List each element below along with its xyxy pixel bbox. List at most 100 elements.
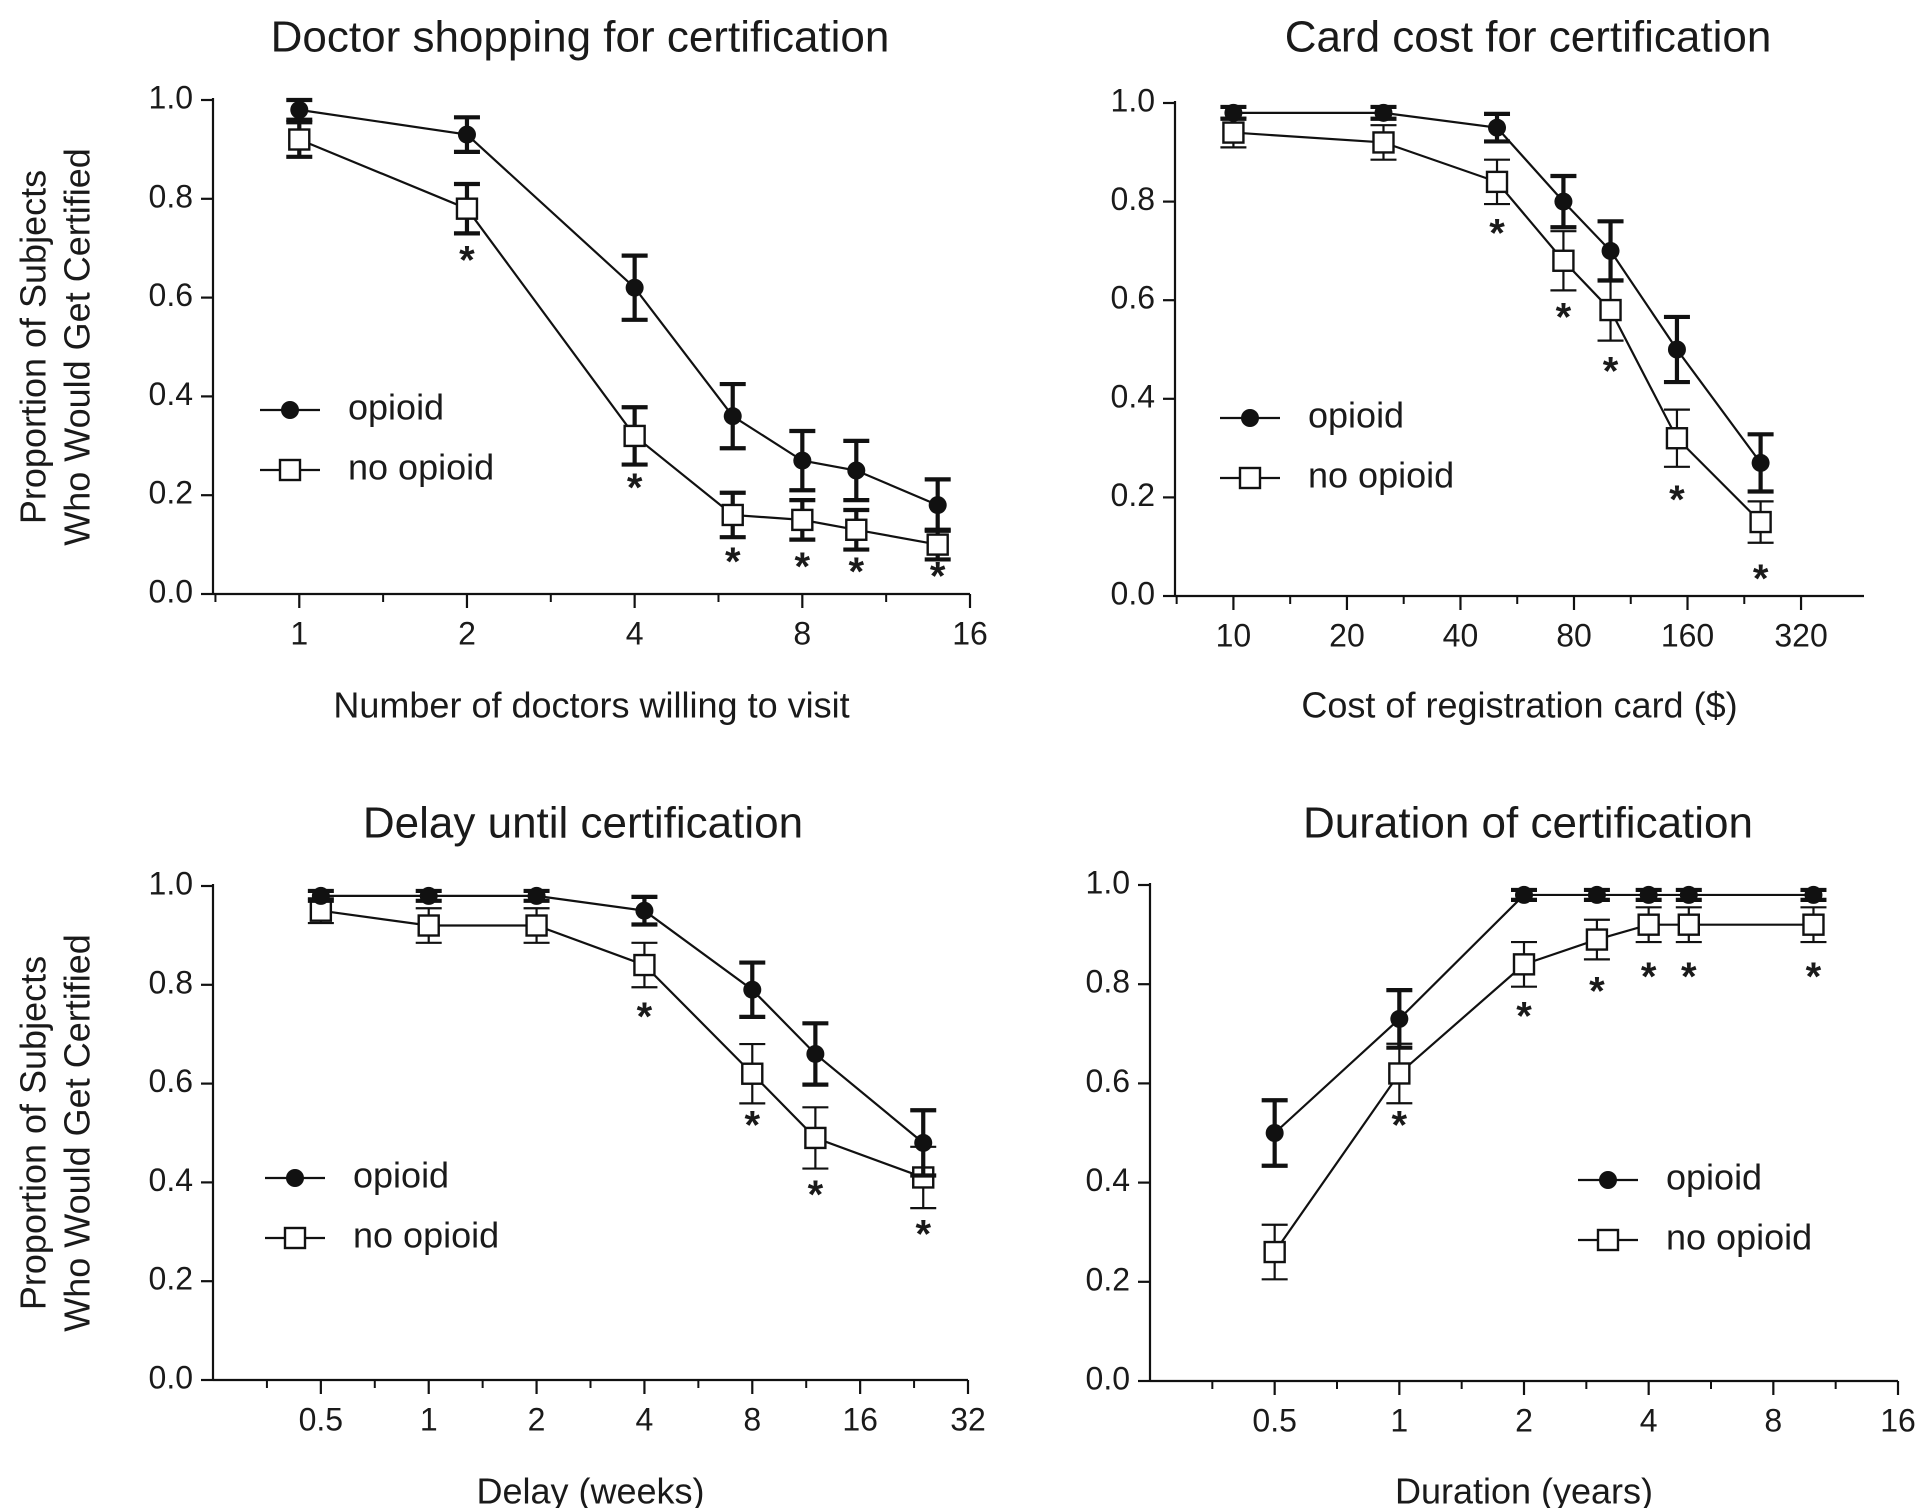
chart-title: Doctor shopping for certification [271, 13, 890, 62]
data-point [1265, 1124, 1284, 1142]
data-point [1667, 340, 1686, 359]
significance-mark: * [1669, 478, 1685, 522]
legend-item: no opioid [265, 1215, 499, 1256]
legend-marker [1596, 1228, 1620, 1252]
series-no-opioid [307, 897, 937, 1210]
series-line [1273, 893, 1814, 1134]
significance-mark: * [459, 239, 475, 283]
y-axis-label: Proportion of Subjects [13, 170, 54, 524]
data-point [791, 508, 814, 532]
series-no-opioid [1261, 906, 1827, 1281]
data-point [527, 886, 546, 905]
data-point [1665, 427, 1689, 450]
chart-panel-1: Doctor shopping for certification 0.0 0.2 0… [13, 13, 988, 726]
data-point [1599, 298, 1622, 322]
series-no-opioid [1220, 116, 1774, 544]
data-point [1677, 913, 1701, 936]
x-tick-label: 8 [743, 1401, 761, 1437]
data-point [635, 901, 654, 920]
x-tick-label: 1 [290, 615, 308, 651]
x-tick-label: 16 [952, 615, 988, 651]
x-tick-label: 8 [793, 615, 811, 651]
data-point [845, 518, 868, 541]
y-tick-label: 0.4 [1086, 1162, 1130, 1198]
x-tick-label: 1 [1390, 1402, 1408, 1438]
y-tick-label: 0.2 [1086, 1261, 1130, 1297]
x-axis-label: Delay (weeks) [476, 1471, 704, 1508]
y-axis-label: Proportion of Subjects [13, 956, 54, 1310]
legend-marker [1241, 409, 1259, 427]
x-tick-label: 2 [458, 615, 476, 651]
data-point [793, 451, 812, 470]
significance-mark: * [808, 1173, 824, 1217]
y-tick-label: 0.4 [149, 1162, 193, 1198]
y-tick-label: 0.8 [1086, 964, 1130, 1000]
significance-mark: * [1392, 1104, 1408, 1148]
x-tick-label: 32 [950, 1401, 986, 1437]
series-line [320, 894, 924, 1144]
y-tick-label: 0.2 [149, 475, 193, 511]
chart-title: Card cost for certification [1285, 13, 1772, 62]
legend-label: no opioid [1666, 1217, 1812, 1258]
data-point [1488, 118, 1507, 137]
data-point [625, 278, 644, 297]
data-point [1554, 192, 1573, 211]
data-point [1749, 510, 1772, 534]
data-point [1679, 885, 1698, 904]
y-tick-label: 0.0 [149, 573, 193, 609]
x-tick-label: 4 [1640, 1402, 1658, 1438]
x-tick-label: 40 [1443, 617, 1479, 653]
y-axis-label: Who Would Get Certified [57, 148, 98, 546]
data-point [804, 1126, 827, 1150]
y-tick-label: 1.0 [1111, 82, 1155, 118]
data-point [1802, 913, 1825, 936]
y-tick-label: 0.0 [149, 1359, 193, 1395]
y-tick-label: 0.0 [1111, 575, 1155, 611]
y-tick-label: 0.4 [1111, 378, 1155, 414]
y-tick-label: 0.8 [149, 178, 193, 214]
y-tick-label: 1.0 [149, 79, 193, 115]
legend-label: no opioid [353, 1215, 499, 1256]
x-tick-label: 10 [1216, 617, 1252, 653]
significance-mark: * [1556, 295, 1572, 339]
series-opioid [1261, 885, 1827, 1168]
legend-label: no opioid [1308, 455, 1454, 496]
y-tick-label: 1.0 [149, 865, 193, 901]
significance-mark: * [627, 466, 643, 510]
x-tick-label: 16 [1880, 1402, 1916, 1438]
data-point [311, 886, 330, 905]
data-point [1224, 103, 1243, 122]
legend-item: opioid [1220, 395, 1404, 436]
data-point [928, 496, 947, 515]
significance-mark: * [637, 995, 653, 1039]
y-tick-label: 1.0 [1086, 864, 1130, 900]
legend-marker [286, 1169, 304, 1187]
significance-mark: * [1589, 970, 1605, 1014]
legend-label: no opioid [348, 447, 494, 488]
legend: opioid no opioid [265, 1155, 499, 1256]
legend-item: opioid [265, 1155, 449, 1196]
significance-mark: * [1603, 350, 1619, 394]
significance-mark: * [1489, 212, 1505, 256]
data-point [1639, 885, 1658, 904]
x-tick-label: 8 [1764, 1402, 1782, 1438]
data-point [1515, 885, 1533, 904]
data-point [1601, 241, 1620, 260]
significance-mark: * [849, 550, 865, 594]
x-tick-label: 1 [420, 1401, 438, 1437]
chart-panel-3: Delay until certification 0.0 0.2 0.4 0.6 0.8… [13, 799, 986, 1508]
chart-title: Duration of certification [1303, 799, 1753, 848]
series-line [320, 909, 924, 1179]
data-point [633, 953, 656, 977]
data-point [1804, 885, 1823, 904]
data-point [1263, 1240, 1286, 1264]
x-axis-label: Duration (years) [1395, 1471, 1653, 1508]
data-point [721, 503, 744, 527]
legend-label: opioid [1308, 395, 1404, 436]
data-point [847, 461, 866, 480]
data-point [741, 1062, 764, 1085]
data-point [1552, 249, 1575, 272]
series-opioid [286, 97, 951, 533]
data-point [288, 128, 311, 151]
significance-mark: * [1753, 557, 1769, 601]
